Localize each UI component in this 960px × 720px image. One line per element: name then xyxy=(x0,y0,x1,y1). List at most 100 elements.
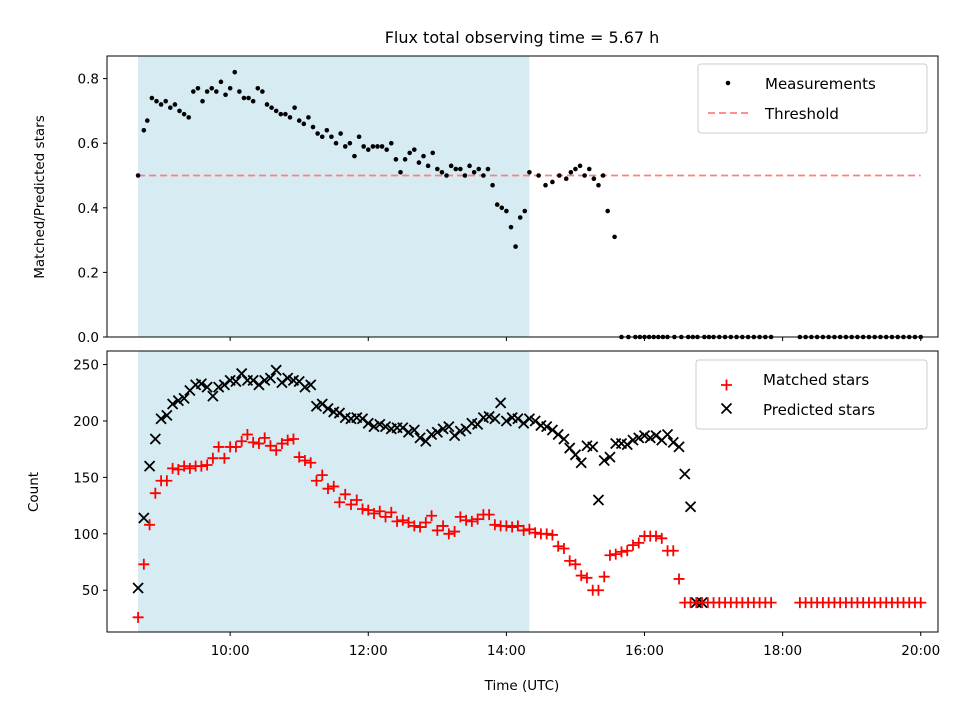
measurement-point xyxy=(246,95,251,101)
measurement-point xyxy=(301,121,307,127)
predicted-star-marker xyxy=(322,402,334,415)
matched-star-marker xyxy=(241,429,253,441)
x-tick-label: 12:00 xyxy=(349,643,388,659)
measurement-point xyxy=(388,140,394,146)
measurement-point xyxy=(186,115,192,120)
predicted-star-marker xyxy=(443,420,455,433)
predicted-star-marker xyxy=(454,425,466,437)
measurement-point xyxy=(200,98,205,104)
matched-star-marker xyxy=(500,520,512,532)
predicted-star-markers xyxy=(132,364,708,609)
top-x-axis-ticks xyxy=(229,337,922,341)
predicted-star-marker xyxy=(633,432,645,444)
matched-star-marker xyxy=(184,462,196,474)
bottom-axes-frame xyxy=(106,350,939,633)
measurement-point xyxy=(494,202,500,207)
predicted-star-marker xyxy=(143,460,156,472)
measurement-point xyxy=(347,140,353,146)
matched-star-marker xyxy=(564,555,576,567)
matched-star-marker xyxy=(253,438,265,450)
bottom-y-axis-ticks: 50 100 150 200 250 xyxy=(73,358,107,599)
matched-star-marker xyxy=(633,537,645,549)
measurement-point xyxy=(287,115,293,120)
predicted-star-marker xyxy=(483,410,495,423)
matched-star-marker xyxy=(454,511,466,523)
matched-star-marker xyxy=(339,488,351,500)
measurement-point xyxy=(458,166,463,172)
matched-star-marker xyxy=(351,494,363,506)
legend-predicted-marker xyxy=(720,402,733,415)
bottom-y-tick-label: 250 xyxy=(73,358,99,374)
measurement-point xyxy=(292,105,297,110)
measurement-point xyxy=(296,118,302,123)
matched-star-marker xyxy=(195,460,207,472)
bottom-legend-box xyxy=(695,359,928,430)
matched-star-marker xyxy=(178,460,190,472)
measurement-point xyxy=(462,173,468,178)
predicted-star-marker xyxy=(166,398,179,410)
measurement-point xyxy=(141,127,147,133)
matched-star-marker xyxy=(403,517,415,529)
measurement-point xyxy=(172,102,178,107)
matched-star-marker xyxy=(397,514,409,526)
matched-star-marker xyxy=(443,528,455,540)
measurement-point xyxy=(573,166,578,172)
top-legend: Measurements Threshold xyxy=(697,63,928,134)
legend-measurements-label: Measurements xyxy=(765,75,876,93)
matched-star-marker xyxy=(287,433,299,445)
matched-star-marker xyxy=(460,514,472,526)
measurement-point xyxy=(605,208,610,214)
matched-star-marker xyxy=(138,558,150,570)
measurement-point xyxy=(237,89,242,94)
measurement-point xyxy=(543,182,548,188)
measurement-point xyxy=(481,173,486,178)
matched-star-marker xyxy=(362,504,374,516)
matched-star-marker xyxy=(575,570,587,582)
measurement-point xyxy=(448,163,454,169)
measurement-point xyxy=(333,140,339,146)
matched-star-marker xyxy=(420,517,432,529)
predicted-star-marker xyxy=(305,379,317,391)
measurement-point xyxy=(471,169,477,175)
measurement-point xyxy=(283,111,288,117)
predicted-star-marker xyxy=(178,392,190,405)
predicted-star-marker xyxy=(598,454,610,467)
top-legend-box xyxy=(697,63,928,134)
predicted-star-marker xyxy=(627,434,639,446)
measurement-point xyxy=(310,124,316,130)
measurement-point xyxy=(398,169,403,175)
matched-star-marker xyxy=(380,511,392,523)
matched-star-marker xyxy=(357,503,369,515)
measurement-point xyxy=(444,173,449,178)
predicted-star-marker xyxy=(500,415,513,427)
matched-star-marker xyxy=(408,520,420,532)
matched-star-marker xyxy=(207,452,219,464)
matched-star-marker xyxy=(541,528,553,540)
measurement-point xyxy=(361,144,366,149)
predicted-star-marker xyxy=(282,372,294,384)
measurement-point xyxy=(453,166,459,172)
legend-predicted-label: Predicted stars xyxy=(763,401,875,419)
measurement-point xyxy=(513,244,518,249)
legend-measurements-marker xyxy=(725,80,731,86)
bottom-y-axis-label: Count xyxy=(26,472,42,512)
predicted-star-marker xyxy=(494,397,507,409)
matched-star-marker xyxy=(765,597,777,609)
measurement-point xyxy=(264,102,270,107)
matched-star-marker xyxy=(345,498,357,510)
bottom-y-tick-label: 150 xyxy=(73,470,99,486)
matched-star-marker xyxy=(472,513,484,525)
measurement-point xyxy=(435,166,440,172)
measurement-point xyxy=(425,163,431,169)
top-y-tick-label: 0.2 xyxy=(78,265,99,281)
matched-star-marker xyxy=(264,440,276,452)
measurement-point xyxy=(163,98,168,104)
predicted-star-marker xyxy=(213,381,225,393)
measurement-point xyxy=(214,89,219,94)
measurement-point xyxy=(393,157,399,162)
matched-star-marker xyxy=(299,454,311,466)
predicted-star-marker xyxy=(558,433,570,445)
matched-star-marker xyxy=(270,444,282,456)
matched-star-marker xyxy=(230,441,242,453)
measurement-point xyxy=(241,95,247,101)
